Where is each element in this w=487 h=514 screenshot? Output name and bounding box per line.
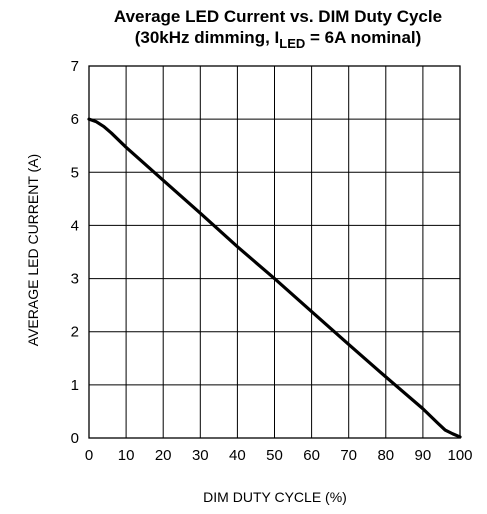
x-tick-label: 50 bbox=[266, 447, 283, 464]
x-tick-label: 20 bbox=[155, 447, 172, 464]
chart-title-line2: (30kHz dimming, ILED = 6A nominal) bbox=[135, 28, 422, 51]
x-tick-label: 100 bbox=[447, 447, 472, 464]
x-tick-label: 90 bbox=[415, 447, 432, 464]
x-tick-label: 80 bbox=[377, 447, 394, 464]
y-tick-label: 7 bbox=[71, 58, 79, 75]
y-tick-label: 0 bbox=[71, 430, 79, 447]
y-tick-label: 4 bbox=[71, 217, 79, 234]
x-axis-label: DIM DUTY CYCLE (%) bbox=[203, 489, 347, 505]
y-tick-label: 6 bbox=[71, 111, 79, 128]
x-tick-label: 40 bbox=[229, 447, 246, 464]
x-tick-label: 10 bbox=[118, 447, 135, 464]
y-tick-label: 2 bbox=[71, 324, 79, 341]
plot-frame bbox=[88, 65, 461, 439]
x-tick-label: 60 bbox=[303, 447, 320, 464]
grid bbox=[88, 65, 461, 439]
y-tick-label: 5 bbox=[71, 164, 79, 181]
x-tick-label: 70 bbox=[340, 447, 357, 464]
x-tick-labels: 0 10 20 30 40 50 60 70 80 90 100 bbox=[85, 447, 473, 464]
series-line bbox=[87, 117, 462, 439]
x-tick-label: 0 bbox=[85, 447, 93, 464]
y-tick-label: 1 bbox=[71, 377, 79, 394]
chart-title-line1: Average LED Current vs. DIM Duty Cycle bbox=[114, 7, 442, 26]
y-tick-labels: 0 1 2 3 4 5 6 7 bbox=[71, 58, 79, 447]
chart-title-subscript: LED bbox=[279, 36, 305, 51]
y-axis-label: AVERAGE LED CURRENT (A) bbox=[25, 154, 41, 346]
y-tick-label: 3 bbox=[71, 271, 79, 288]
x-tick-label: 30 bbox=[192, 447, 209, 464]
